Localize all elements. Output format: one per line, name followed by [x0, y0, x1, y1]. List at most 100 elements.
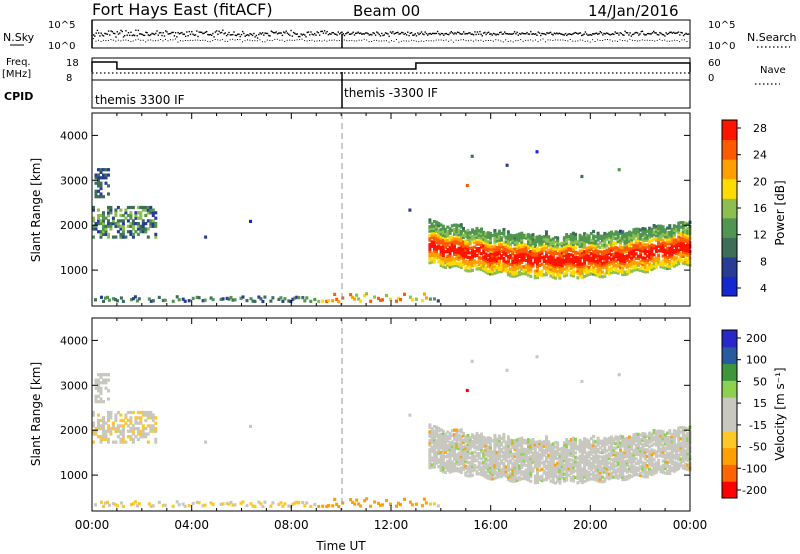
velocity-cell — [681, 448, 685, 452]
power-cell — [536, 253, 539, 257]
power-cell — [448, 227, 452, 231]
power-cell — [453, 252, 456, 256]
velocity-cell — [441, 436, 445, 440]
power-cell — [666, 231, 670, 235]
nsky-sample — [522, 32, 524, 35]
nsearch-sample — [472, 40, 474, 42]
velocity-cell — [663, 462, 667, 466]
power-cell — [102, 168, 105, 172]
velocity-cell — [652, 435, 656, 439]
power-cell — [488, 265, 492, 269]
power-cell — [621, 234, 625, 238]
power-cell — [482, 244, 486, 248]
velocity-cell — [558, 454, 562, 458]
power-cell — [663, 232, 667, 236]
power-cell — [359, 299, 363, 303]
power-cell — [652, 246, 656, 250]
power-cell — [437, 228, 441, 232]
nsearch-sample — [587, 40, 589, 42]
nsky-sample — [662, 34, 665, 36]
velocity-cell — [596, 436, 600, 440]
velocity-cell — [686, 458, 690, 463]
velocity-cell — [670, 448, 674, 452]
velocity-cell — [542, 462, 546, 466]
velocity-cell — [439, 441, 443, 445]
velocity-cell — [500, 468, 504, 472]
power-cell — [562, 272, 566, 276]
power-cell — [482, 246, 486, 250]
power-cell — [473, 238, 477, 242]
power-cell — [509, 262, 513, 266]
velocity-cell — [556, 463, 560, 467]
power-cell — [437, 224, 441, 228]
power-cell — [556, 240, 560, 245]
nsearch-sample — [336, 40, 338, 42]
power-cell — [684, 246, 687, 250]
velocity-cell — [488, 436, 492, 441]
velocity-cell — [446, 452, 450, 457]
nsky-sample — [501, 33, 503, 35]
power-cell — [441, 256, 445, 260]
power-cell — [619, 263, 622, 267]
power-cell — [641, 262, 645, 267]
power-cell — [131, 297, 135, 301]
power-cell — [558, 258, 562, 262]
velocity-cell — [551, 453, 555, 457]
power-cell — [583, 274, 587, 279]
power-cell — [536, 260, 539, 264]
power-cell — [536, 257, 539, 262]
power-cell — [668, 255, 672, 259]
nsky-sample — [373, 32, 375, 35]
power-cell — [612, 270, 616, 274]
velocity-cell — [592, 464, 596, 468]
nsky-sample — [206, 30, 208, 33]
velocity-cell — [623, 444, 627, 448]
velocity-cell — [681, 466, 685, 470]
nsearch-sample — [388, 41, 390, 43]
velocity-cell — [97, 378, 100, 382]
power-cell — [632, 228, 636, 232]
power-cell — [515, 237, 519, 241]
velocity-cell — [124, 416, 128, 420]
velocity-cell — [587, 450, 591, 454]
nsky-sample — [408, 34, 410, 37]
power-cell — [529, 250, 533, 254]
power-cell — [681, 232, 685, 236]
power-cell — [632, 252, 636, 256]
velocity-cell — [565, 467, 569, 471]
power-cell — [414, 297, 418, 301]
power-cell — [645, 229, 649, 233]
power-cell — [605, 248, 609, 252]
velocity-cell — [621, 471, 625, 475]
power-cell — [574, 246, 578, 250]
velocity-cell — [686, 432, 690, 436]
power-cell — [181, 297, 185, 301]
velocity-cell — [621, 475, 625, 479]
power-cell — [641, 238, 645, 242]
power-cell — [129, 222, 133, 226]
power-cell — [506, 264, 510, 268]
nsky-sample — [454, 32, 456, 34]
nsky-sample — [535, 33, 537, 35]
power-cell — [661, 243, 665, 247]
power-cell — [441, 231, 445, 235]
power-cell — [446, 254, 450, 258]
power-cell — [397, 296, 400, 300]
nsearch-sample — [343, 39, 345, 41]
power-cell — [592, 256, 596, 260]
power-cell — [522, 247, 526, 251]
power-cell — [464, 234, 468, 239]
velocity-cell — [455, 433, 459, 437]
power-cell — [504, 267, 508, 271]
power-cell — [648, 228, 652, 233]
velocity-cell — [453, 435, 456, 439]
power-cell — [594, 273, 598, 277]
velocity-cell — [545, 471, 548, 475]
velocity-cell — [107, 410, 110, 415]
power-cell — [621, 272, 625, 277]
velocity-cell — [473, 434, 477, 438]
power-cell — [432, 220, 436, 224]
power-cell — [569, 273, 573, 277]
power-cell — [109, 222, 113, 226]
power-cell — [513, 272, 517, 276]
